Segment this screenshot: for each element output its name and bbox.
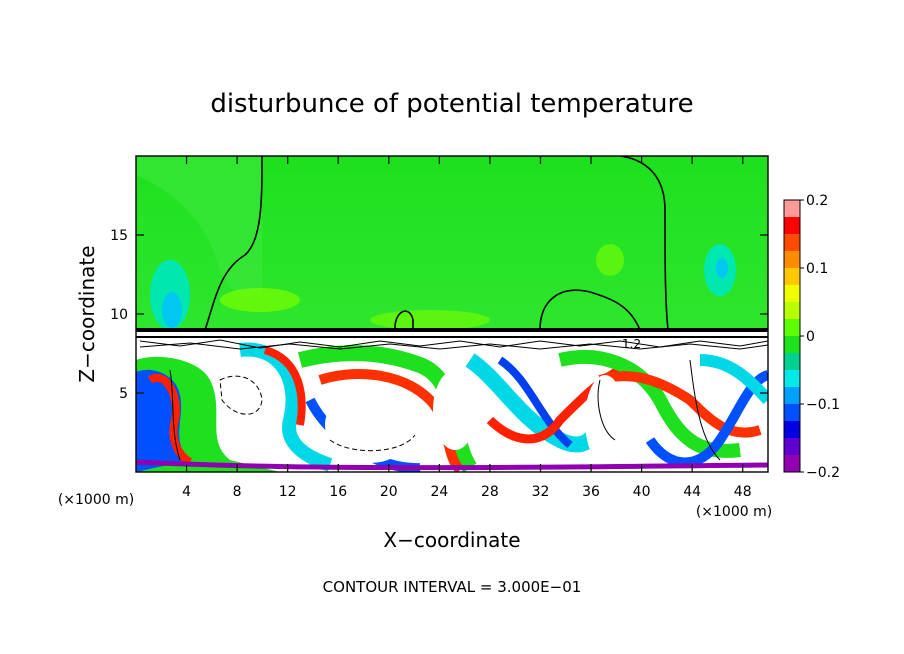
contour-lower-3 bbox=[597, 379, 616, 441]
annotation-label: 1.2 bbox=[622, 337, 641, 351]
swirl-purple bbox=[136, 459, 768, 471]
contour-lower-4 bbox=[169, 369, 181, 461]
colorbar-tick-label: 0 bbox=[806, 329, 815, 345]
contour-dome bbox=[539, 289, 641, 331]
y-tick-label: 15 bbox=[110, 228, 128, 244]
x-tick-label: 36 bbox=[582, 484, 600, 500]
x-tick-label: 32 bbox=[532, 484, 550, 500]
x-unit-left: (×1000 m) bbox=[58, 492, 134, 508]
contour-lower-2 bbox=[329, 434, 416, 452]
contour-tall-left bbox=[204, 156, 263, 331]
x-tick-label: 44 bbox=[683, 484, 701, 500]
x-unit-right: (×1000 m) bbox=[696, 504, 772, 520]
colorbar-tick-label: 0.2 bbox=[806, 193, 828, 209]
x-tick-label: 4 bbox=[182, 484, 191, 500]
lime-patch-3 bbox=[596, 244, 624, 276]
white-eddy-2 bbox=[585, 375, 625, 465]
y-tick-label: 10 bbox=[110, 307, 128, 323]
x-axis-label: X−coordinate bbox=[383, 528, 520, 552]
x-tick-label: 20 bbox=[380, 484, 398, 500]
colorbar-swatch bbox=[784, 438, 800, 456]
lime-patch-2 bbox=[370, 310, 490, 330]
contour-bump bbox=[394, 310, 414, 329]
contour-lower-5 bbox=[689, 359, 721, 461]
swirl-red-5 bbox=[598, 371, 762, 438]
colorbar-swatch bbox=[784, 404, 800, 422]
swirl-red-3 bbox=[318, 369, 464, 472]
chart-title: disturbunce of potential temperature bbox=[210, 89, 693, 119]
x-tick-label: 40 bbox=[633, 484, 651, 500]
x-axis: 4 8 12 16 20 24 28 32 36 40 44 48 bbox=[182, 156, 752, 500]
colorbar-swatch bbox=[784, 234, 800, 252]
band-dark bbox=[136, 328, 768, 332]
band-dark-2 bbox=[136, 336, 768, 338]
lime-patch-1 bbox=[220, 288, 300, 312]
cyan-core-left bbox=[162, 292, 182, 328]
white-eddy-1 bbox=[325, 387, 415, 463]
y-tick-label: 5 bbox=[119, 386, 128, 402]
colorbar-tick-label: 0.1 bbox=[806, 261, 828, 277]
colorbar-swatch bbox=[784, 387, 800, 405]
swirl-cyan-3 bbox=[699, 354, 768, 405]
swirl-blue-3 bbox=[497, 356, 573, 449]
colorbar-swatch bbox=[784, 200, 800, 218]
colorbar-swatch bbox=[784, 217, 800, 235]
contour-lower-1 bbox=[219, 375, 263, 415]
x-tick-label: 28 bbox=[481, 484, 499, 500]
colorbar-swatch bbox=[784, 353, 800, 371]
plot-annotation: 1.2 bbox=[622, 337, 641, 351]
band-white bbox=[136, 332, 768, 336]
colorbar bbox=[783, 199, 801, 473]
y-axis: 5 10 15 bbox=[110, 228, 768, 402]
white-eddy-3 bbox=[433, 370, 477, 450]
colorbar-swatch bbox=[784, 268, 800, 286]
colorbar-swatch bbox=[784, 285, 800, 303]
x-tick-label: 48 bbox=[734, 484, 752, 500]
y-axis-label: Z−coordinate bbox=[75, 245, 99, 382]
colorbar-swatch bbox=[784, 302, 800, 320]
colorbar-swatch bbox=[784, 370, 800, 388]
x-tick-label: 8 bbox=[233, 484, 242, 500]
x-tick-label: 12 bbox=[279, 484, 297, 500]
contour-tall-right bbox=[619, 156, 669, 331]
band-hatching-2 bbox=[139, 342, 768, 350]
plot-area bbox=[136, 156, 768, 472]
colorbar-tick-label: −0.2 bbox=[806, 465, 840, 481]
colorbar-swatch bbox=[784, 455, 800, 473]
x-tick-label: 24 bbox=[430, 484, 448, 500]
colorbar-ticks: 0.2 0.1 0 −0.1 −0.2 bbox=[800, 193, 840, 481]
band-hatching bbox=[139, 339, 768, 349]
cyan-core-right bbox=[716, 258, 728, 278]
colorbar-swatch bbox=[784, 251, 800, 269]
swirl-red-1 bbox=[147, 373, 193, 466]
colorbar-tick-label: −0.1 bbox=[806, 397, 840, 413]
colorbar-swatch bbox=[784, 319, 800, 337]
x-tick-label: 16 bbox=[329, 484, 347, 500]
colorbar-swatch bbox=[784, 336, 800, 354]
contour-interval-footer: CONTOUR INTERVAL = 3.000E−01 bbox=[323, 578, 582, 596]
swirl-red-2 bbox=[263, 346, 306, 426]
light-green-region bbox=[136, 156, 262, 297]
colorbar-swatch bbox=[784, 421, 800, 439]
